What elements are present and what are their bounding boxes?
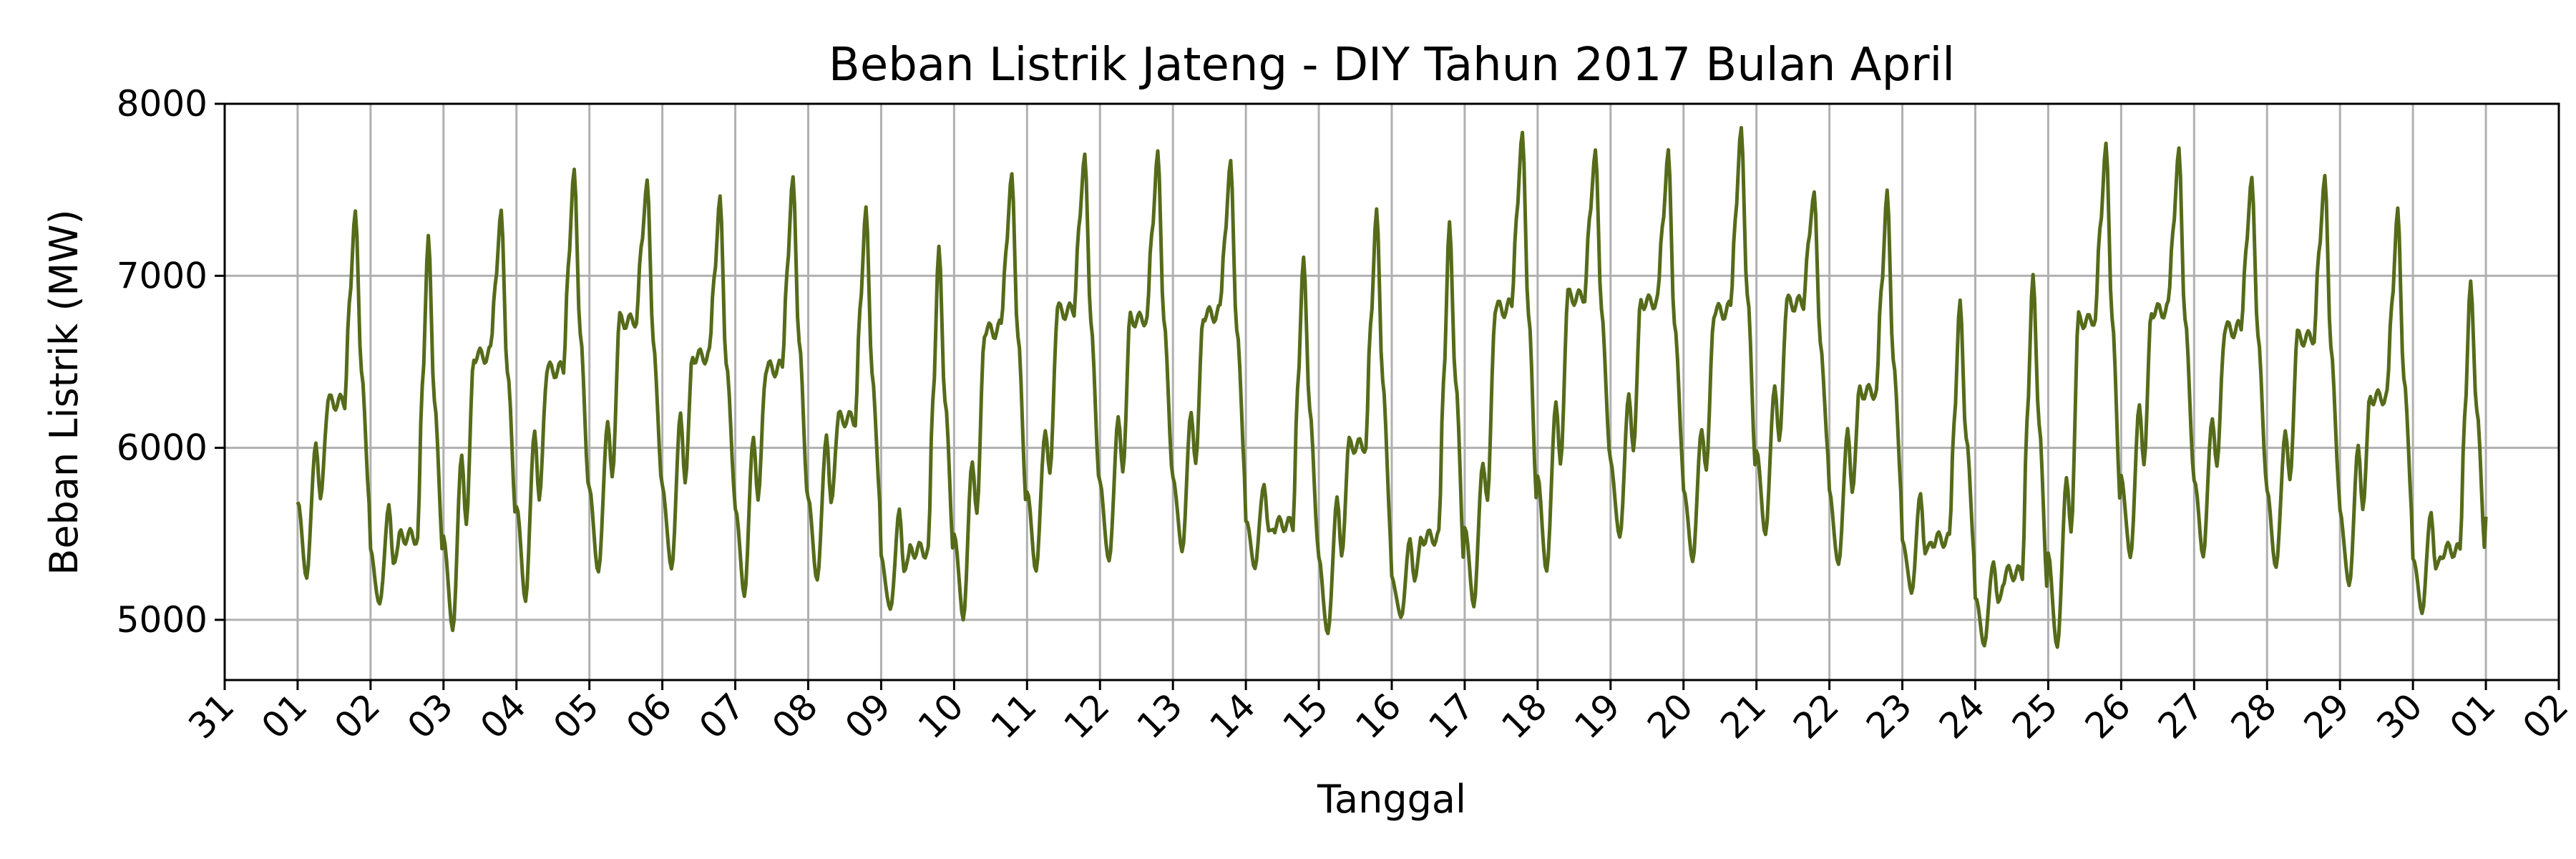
x-tick-label: 04 (472, 685, 534, 747)
x-tick-label: 05 (545, 685, 607, 747)
x-tick-label: 12 (1056, 685, 1118, 747)
y-tick-label: 7000 (117, 255, 208, 296)
x-tick-label: 25 (2004, 685, 2066, 747)
y-tick-label: 8000 (117, 83, 208, 125)
x-tick-label: 19 (1566, 685, 1628, 747)
x-tick-label: 03 (399, 685, 461, 747)
x-tick-label: 02 (2514, 685, 2576, 747)
x-tick-label: 13 (1129, 685, 1191, 747)
x-tick-label: 22 (1785, 685, 1847, 747)
x-tick-label: 21 (1712, 685, 1774, 747)
x-tick-label: 14 (1202, 685, 1264, 747)
x-tick-label: 17 (1420, 685, 1482, 747)
x-tick-label: 23 (1858, 685, 1920, 747)
x-axis-label: Tanggal (1317, 777, 1466, 822)
x-tick-label: 20 (1639, 685, 1701, 747)
series-layer (296, 126, 2488, 649)
x-tick-label: 26 (2077, 685, 2139, 747)
x-tick-label: 30 (2369, 685, 2431, 747)
x-tick-label: 31 (180, 685, 242, 747)
chart-title: Beban Listrik Jateng - DIY Tahun 2017 Bu… (829, 39, 1955, 92)
y-axis-label: Beban Listrik (MW) (42, 209, 87, 575)
x-tick-label: 02 (326, 685, 388, 747)
x-tick-label: 29 (2296, 685, 2358, 747)
x-tick-label: 24 (1931, 685, 1993, 747)
x-tick-label: 01 (253, 685, 315, 747)
x-tick-label: 06 (618, 685, 680, 747)
x-tick-label: 15 (1275, 685, 1337, 747)
x-tick-label: 16 (1347, 685, 1409, 747)
x-tick-label: 01 (2442, 685, 2504, 747)
y-tick-label: 6000 (117, 427, 208, 469)
x-tick-label: 11 (983, 685, 1045, 747)
x-tick-label: 27 (2150, 685, 2212, 747)
x-tick-label: 09 (837, 685, 899, 747)
x-tick-label: 07 (691, 685, 753, 747)
series-line (296, 126, 2488, 649)
x-tick-label: 10 (910, 685, 972, 747)
x-tick-label: 28 (2223, 685, 2285, 747)
x-tick-label: 18 (1493, 685, 1555, 747)
y-tick-label: 5000 (117, 599, 208, 641)
x-tick-label: 08 (764, 685, 826, 747)
